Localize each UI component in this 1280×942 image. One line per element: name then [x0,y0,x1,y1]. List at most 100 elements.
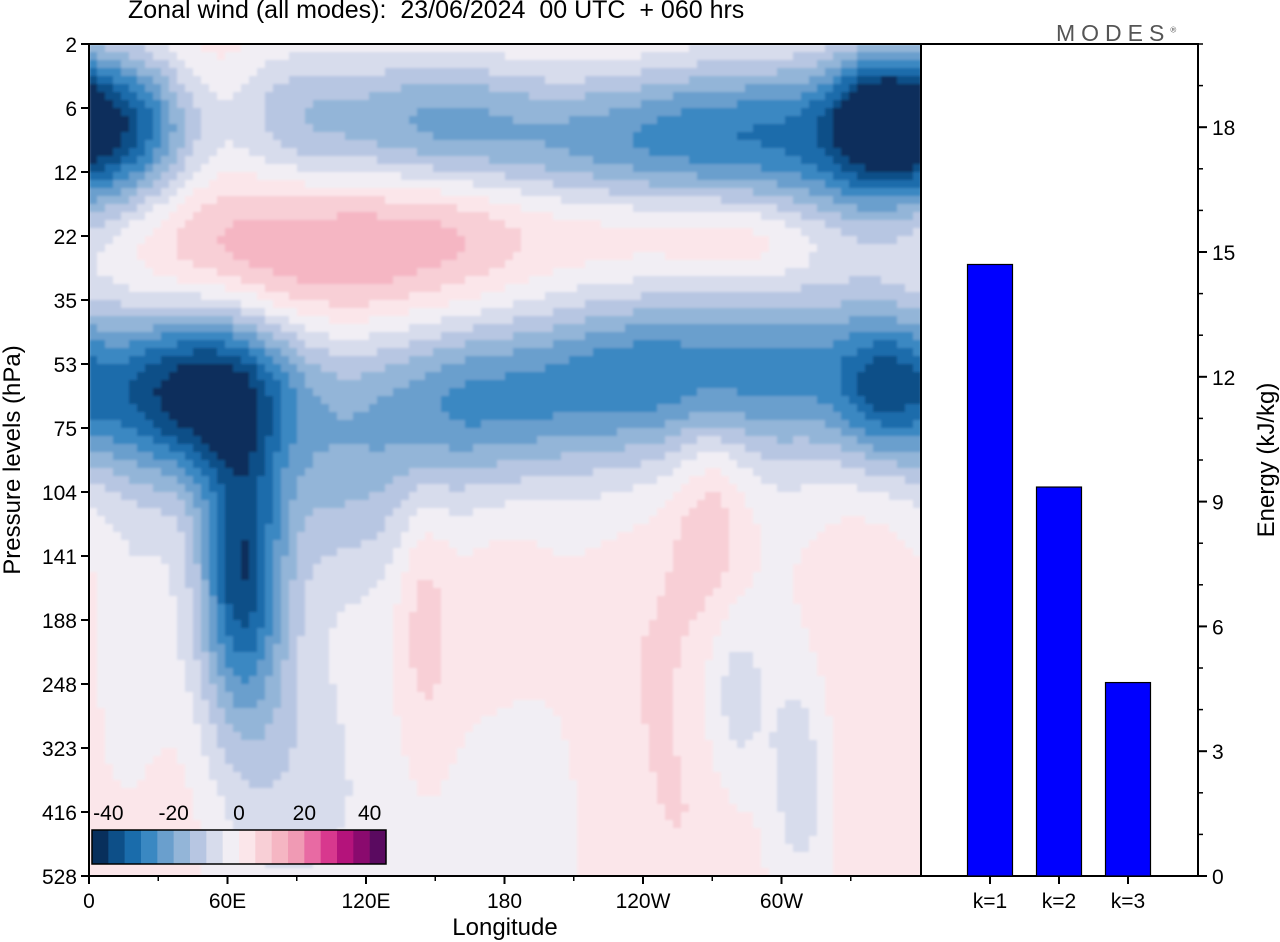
heatmap-cell [737,292,746,301]
heatmap-cell [297,332,306,341]
heatmap-cell [737,180,746,189]
heatmap-cell [729,156,738,165]
heatmap-cell [889,116,898,125]
heatmap-cell [97,356,106,365]
heatmap-cell [649,364,658,373]
heatmap-cell [873,260,882,269]
heatmap-cell [513,76,522,85]
heatmap-cell [449,420,458,429]
heatmap-cell [569,412,578,421]
heatmap-cell [113,76,122,85]
heatmap-cell [649,324,658,333]
heatmap-cell [329,188,338,197]
heatmap-cell [193,340,202,349]
heatmap-cell [873,180,882,189]
heatmap-cell [353,252,362,261]
heatmap-cell [225,316,234,325]
heatmap-cell [209,228,218,237]
heatmap-cell [841,68,850,77]
heatmap-cell [913,140,921,149]
heatmap-cell [417,268,426,277]
heatmap-cell [817,84,826,93]
heatmap-cell [697,164,706,173]
heatmap-cell [793,308,802,317]
heatmap-cell [577,332,586,341]
heatmap-cell [489,228,498,237]
heatmap-cell [713,44,722,53]
heatmap-cell [473,244,482,253]
heatmap-cell [777,140,786,149]
heatmap-cell [193,60,202,69]
heatmap-cell [337,308,346,317]
heatmap-cell [105,340,114,349]
heatmap-cell [417,260,426,269]
heatmap-cell [841,156,850,165]
heatmap-cell [585,196,594,205]
heatmap-cell [673,260,682,269]
heatmap-cell [777,332,786,341]
heatmap-cell [729,132,738,141]
heatmap-cell [185,404,194,413]
heatmap-cell [137,52,146,61]
heatmap-cell [329,420,338,429]
heatmap-cell [609,348,618,357]
heatmap-cell [761,348,770,357]
heatmap-cell [105,148,114,157]
heatmap-cell [729,332,738,341]
heatmap-cell [721,252,730,261]
heatmap-cell [449,68,458,77]
heatmap-cell [617,364,626,373]
heatmap-cell [137,180,146,189]
heatmap-cell [345,172,354,181]
heatmap-cell [657,268,666,277]
heatmap-cell [441,284,450,293]
heatmap-cell [393,76,402,85]
heatmap-cell [561,252,570,261]
heatmap-cell [625,372,634,381]
heatmap-cell [481,348,490,357]
heatmap-cell [177,332,186,341]
heatmap-cell [721,220,730,229]
heatmap-cell [745,220,754,229]
heatmap-cell [361,308,370,317]
heatmap-cell [305,364,314,373]
heatmap-cell [257,380,266,389]
heatmap-cell [385,236,394,245]
heatmap-cell [737,244,746,253]
heatmap-cell [593,124,602,133]
heatmap-cell [857,196,866,205]
heatmap-cell [833,196,842,205]
heatmap-cell [649,292,658,301]
heatmap-cell [137,364,146,373]
heatmap-cell [417,44,426,53]
heatmap-cell [609,324,618,333]
heatmap-cell [89,116,98,125]
heatmap-cell [537,188,546,197]
heatmap-cell [137,420,146,429]
heatmap-cell [361,132,370,141]
heatmap-cell [817,76,826,85]
heatmap-cell [745,276,754,285]
heatmap-cell [601,252,610,261]
heatmap-cell [329,372,338,381]
heatmap-cell [513,44,522,53]
heatmap-cell [681,148,690,157]
heatmap-cell [601,132,610,141]
heatmap-cell [753,332,762,341]
heatmap-cell [737,68,746,77]
heatmap-cell [553,388,562,397]
heatmap-cell [865,380,874,389]
heatmap-cell [169,396,178,405]
heatmap-cell [97,412,106,421]
heatmap-cell [561,164,570,173]
heatmap-cell [273,388,282,397]
heatmap-cell [161,220,170,229]
heatmap-cell [641,76,650,85]
heatmap-cell [225,364,234,373]
heatmap-cell [185,380,194,389]
heatmap-cell [185,228,194,237]
heatmap-cell [593,276,602,285]
heatmap-cell [785,76,794,85]
heatmap-cell [105,212,114,221]
heatmap-cell [137,140,146,149]
